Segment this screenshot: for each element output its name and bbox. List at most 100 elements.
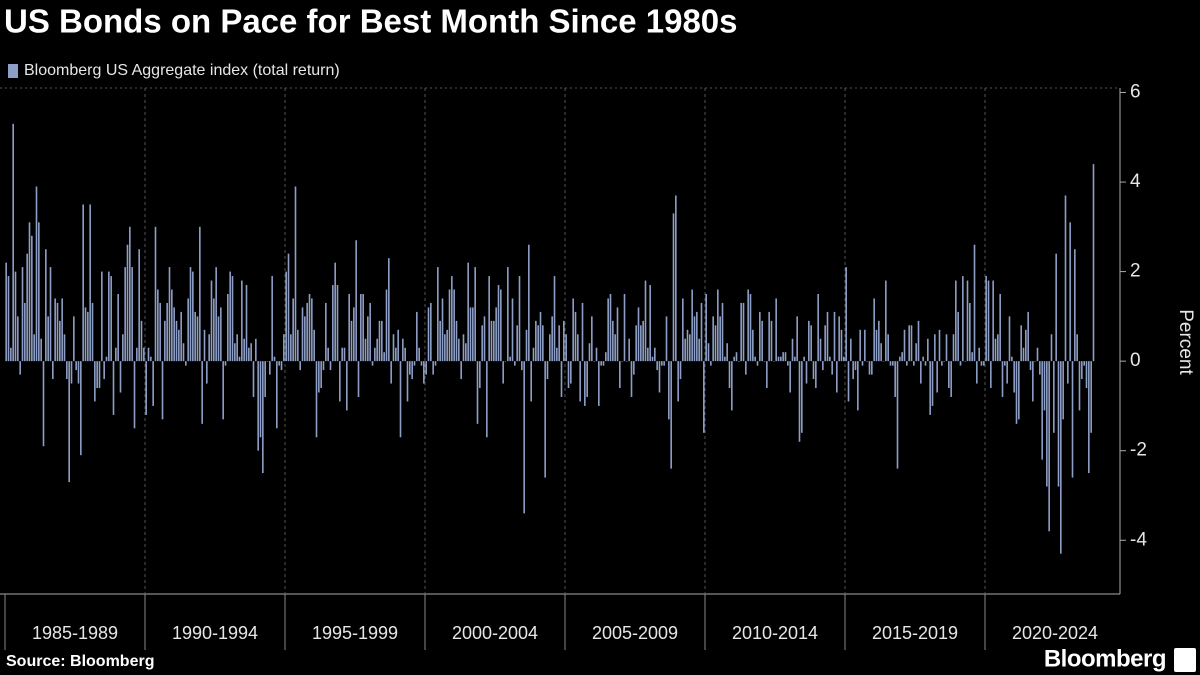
bar [133, 361, 136, 429]
bar [945, 334, 948, 362]
bar [1039, 361, 1041, 375]
bar [691, 289, 693, 362]
bar [255, 338, 257, 362]
bar [728, 361, 731, 389]
bar [136, 347, 138, 362]
bar [171, 289, 173, 362]
bar [857, 361, 859, 411]
bar [696, 311, 698, 362]
bar [759, 311, 761, 362]
bar [70, 361, 73, 384]
bar [682, 298, 684, 362]
x-group-label: 2005-2009 [592, 623, 678, 643]
bar [301, 307, 304, 362]
bar [990, 361, 992, 389]
y-tick-label: -4 [1130, 529, 1147, 550]
bar [1036, 347, 1039, 362]
y-axis-label: Percent [1175, 309, 1196, 375]
legend-swatch [8, 64, 18, 78]
bar [339, 361, 341, 402]
bar [593, 361, 595, 362]
bar [717, 289, 719, 362]
bar [367, 316, 369, 362]
bar [285, 271, 287, 362]
bar [409, 361, 411, 375]
bar [63, 334, 66, 362]
bar [462, 334, 465, 362]
bar [812, 361, 815, 380]
bar [399, 361, 402, 438]
bar [521, 361, 523, 371]
bar [245, 285, 248, 362]
bar [556, 347, 558, 362]
bar [467, 262, 469, 362]
bar [150, 356, 152, 362]
bar [901, 352, 903, 362]
bar [138, 249, 140, 362]
bar [376, 338, 378, 362]
bar [119, 361, 122, 393]
bar [453, 289, 455, 362]
bar [987, 280, 990, 362]
bar [938, 329, 941, 362]
bar [1041, 361, 1043, 460]
bar [416, 311, 418, 362]
bar [588, 343, 591, 362]
bar [864, 329, 866, 362]
bar [640, 325, 642, 362]
bar [546, 361, 549, 380]
bar [460, 361, 462, 380]
bar [936, 361, 938, 393]
bar [497, 285, 500, 362]
bar [234, 343, 236, 362]
bar [707, 343, 710, 362]
bar [810, 325, 812, 362]
bar [1018, 361, 1020, 420]
bar [616, 307, 619, 362]
bar [220, 307, 222, 362]
bar [47, 316, 49, 362]
bar [10, 347, 12, 362]
bar [789, 361, 791, 393]
bar [931, 361, 934, 406]
bar [677, 361, 679, 402]
bar [924, 361, 927, 366]
bar [959, 361, 962, 366]
bar [474, 267, 476, 362]
bar [511, 298, 514, 362]
bar [784, 352, 787, 362]
bar [308, 293, 311, 362]
bar [565, 334, 567, 362]
bar [726, 343, 728, 362]
bar [472, 307, 474, 362]
y-tick-label: -2 [1130, 440, 1147, 461]
bar [745, 361, 747, 375]
bar [952, 334, 955, 362]
bar [203, 329, 206, 362]
bar [164, 320, 166, 362]
bar [19, 361, 21, 375]
bar [80, 361, 82, 456]
bar [334, 262, 336, 362]
bar [397, 329, 399, 362]
logo: Bloomberg [1044, 645, 1166, 672]
x-group-label: 1990-1994 [172, 623, 258, 643]
bar [908, 325, 910, 362]
bar [665, 316, 668, 362]
bar [539, 311, 542, 362]
bar [1088, 361, 1090, 474]
bar [684, 338, 686, 362]
bar [518, 276, 521, 362]
bar [350, 320, 353, 362]
bar [84, 307, 87, 362]
bar [493, 320, 495, 362]
bar [161, 361, 164, 420]
bar [838, 316, 840, 362]
bar [439, 320, 441, 362]
bar [929, 361, 931, 415]
bar [577, 334, 579, 362]
bar [768, 311, 770, 362]
bar [551, 316, 553, 362]
bar [129, 226, 131, 362]
bar [430, 302, 432, 362]
